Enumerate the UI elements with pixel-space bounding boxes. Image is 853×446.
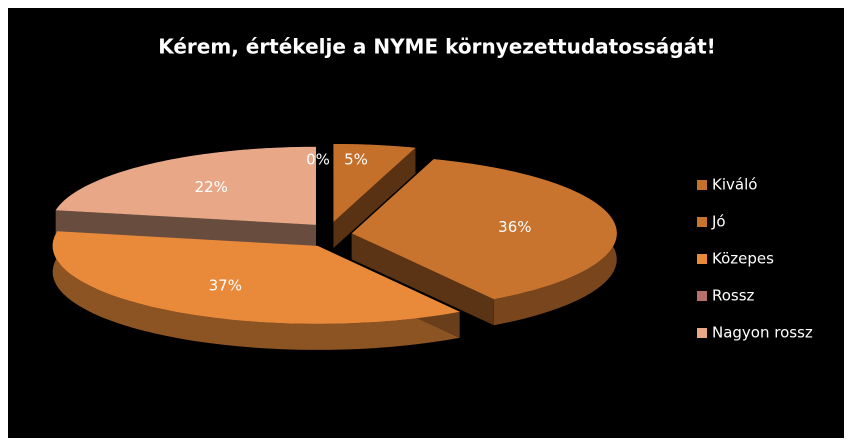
legend-label: Nagyon rossz bbox=[712, 324, 813, 342]
legend-label: Jó bbox=[711, 213, 726, 231]
legend-label: Közepes bbox=[712, 250, 774, 268]
slice-wall bbox=[333, 147, 416, 248]
data-label: 0% bbox=[306, 151, 330, 169]
pie-slice bbox=[333, 143, 416, 222]
legend-swatch bbox=[697, 291, 707, 301]
data-label: 36% bbox=[498, 218, 531, 236]
data-label: 5% bbox=[344, 151, 368, 169]
legend-label: Rossz bbox=[712, 287, 755, 305]
legend-label: Kiváló bbox=[712, 176, 757, 194]
pie-slice bbox=[351, 159, 617, 300]
data-label: 22% bbox=[195, 178, 228, 196]
legend-swatch bbox=[697, 180, 707, 190]
pie-slice bbox=[52, 231, 460, 324]
pie-slice bbox=[55, 146, 316, 225]
data-label: 37% bbox=[209, 276, 242, 294]
legend-swatch bbox=[697, 217, 707, 227]
slice-side bbox=[52, 231, 460, 350]
legend-swatch bbox=[697, 254, 707, 264]
chart-title: Kérem, értékelje a NYME környezettudatos… bbox=[158, 35, 716, 59]
slice-wall bbox=[55, 210, 316, 251]
slice-wall bbox=[351, 233, 494, 326]
legend-swatch bbox=[697, 328, 707, 338]
